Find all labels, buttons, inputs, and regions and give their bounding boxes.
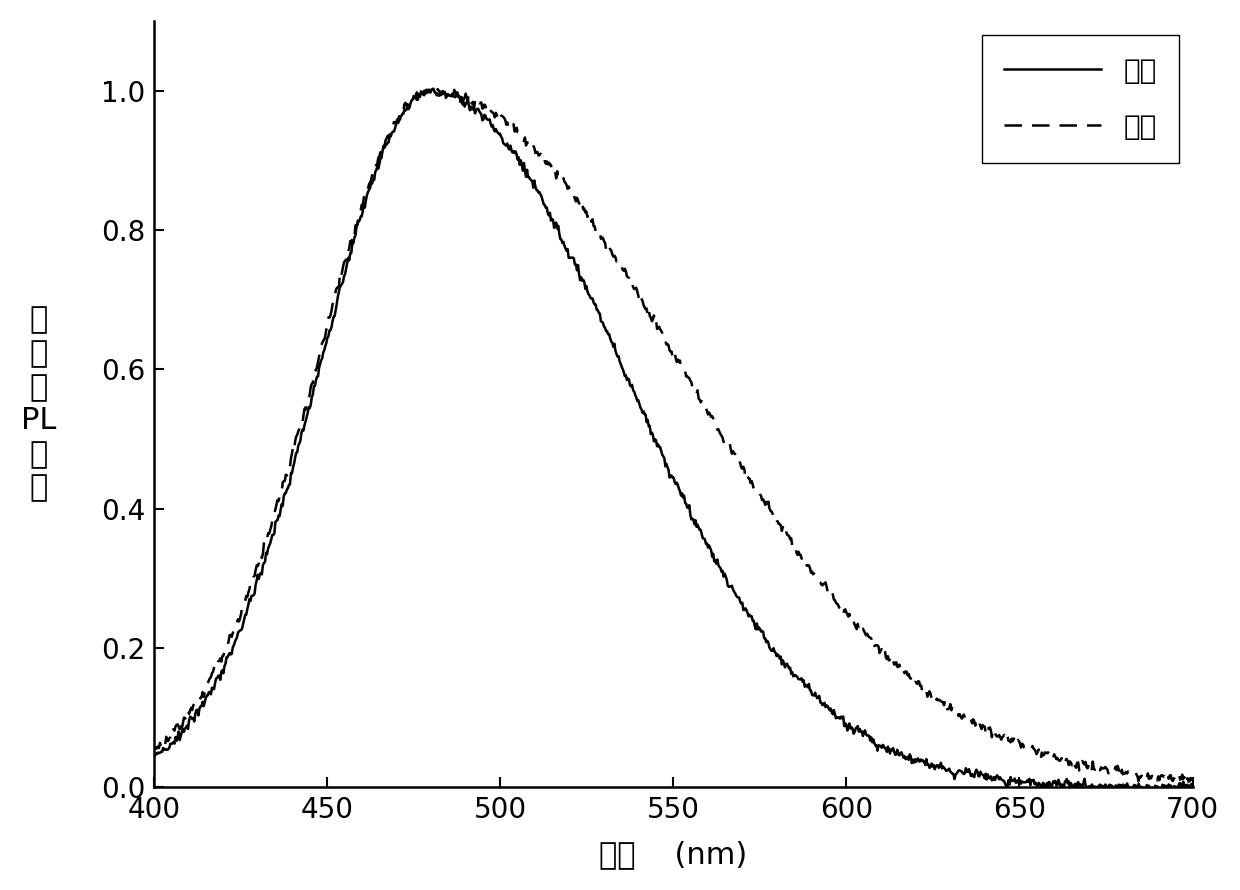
快速 bbox=[861, 730, 875, 740]
Y-axis label: 归
一
化
PL
强
度: 归 一 化 PL 强 度 bbox=[21, 305, 56, 503]
延迟 bbox=[605, 249, 620, 260]
延迟 bbox=[253, 553, 268, 563]
X-axis label: 波长    (nm): 波长 (nm) bbox=[599, 840, 748, 870]
快速 bbox=[146, 754, 161, 765]
快速 bbox=[957, 768, 972, 779]
快速 bbox=[253, 569, 268, 579]
Line: 延迟: 延迟 bbox=[154, 89, 1193, 784]
快速 bbox=[568, 259, 583, 270]
延迟 bbox=[146, 744, 161, 755]
快速 bbox=[427, 84, 441, 94]
延迟 bbox=[957, 712, 972, 723]
延迟 bbox=[1185, 773, 1200, 783]
延迟 bbox=[568, 193, 583, 204]
延迟 bbox=[861, 630, 875, 641]
延迟 bbox=[430, 84, 445, 94]
快速 bbox=[605, 337, 620, 348]
延迟 bbox=[1179, 779, 1194, 789]
延迟 bbox=[976, 721, 991, 732]
快速 bbox=[1185, 780, 1200, 790]
Legend: 快速, 延迟: 快速, 延迟 bbox=[982, 35, 1179, 163]
Line: 快速: 快速 bbox=[154, 89, 1193, 793]
快速 bbox=[976, 770, 991, 781]
快速 bbox=[1141, 788, 1156, 798]
